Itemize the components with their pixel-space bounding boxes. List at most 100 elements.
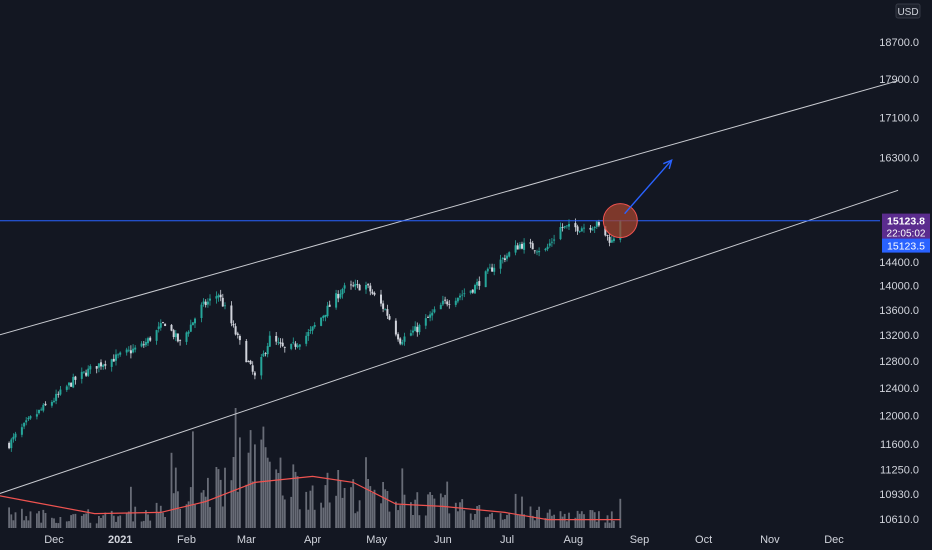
candle [322,314,325,322]
volume-bar [506,514,508,528]
candle [134,345,137,353]
volume-bar [439,493,442,528]
candle-body [202,301,205,304]
time-axis[interactable]: Dec 2021 Feb Mar Apr May Jun Jul Aug Sep Oct Nov Dec [44,534,844,546]
volume-bar [489,514,491,528]
candle [456,297,459,304]
candle [365,281,367,294]
candle [441,295,444,306]
candle [343,282,346,293]
candle-body [23,422,26,427]
volume-bar [574,517,577,528]
candle-body [176,333,179,342]
candle [57,391,60,398]
candle [409,329,412,337]
volume-bar [371,492,374,528]
price-tick-label: 12800.0 [879,356,919,368]
candle [454,297,457,308]
candle-body [115,354,117,361]
candle-body [283,347,286,348]
candle-body [95,366,98,369]
volume-bar [339,479,342,528]
volume-bar [429,492,431,528]
candle-body [194,318,196,324]
volume-bar [130,486,132,528]
candle [446,299,449,307]
candle-body [42,404,45,411]
candle [358,283,361,291]
price-tick-label: 11250.0 [880,465,919,477]
currency-badge[interactable]: USD [895,3,921,19]
price-tick-label: 14000.0 [879,281,919,293]
candle [87,365,90,377]
volume-bar [155,502,158,528]
volume-bar [546,512,549,528]
price-axis[interactable]: 10610.0 10930.0 11250.0 11600.0 12000.0 12400… [879,3,930,526]
time-tick-label: Sep [630,534,650,546]
candle-body [484,271,487,288]
upper-channel-line[interactable] [0,80,899,336]
volume-bar [21,508,23,528]
drawings[interactable] [0,80,899,494]
volume-bar [358,500,361,528]
lower-channel-line[interactable] [0,189,899,494]
circle-marker[interactable] [602,203,638,239]
volume-bar [311,485,314,528]
volume-bar [504,519,506,528]
candle [157,321,160,333]
candle [326,301,329,318]
candle-body [29,416,32,419]
volume-bar [613,520,615,528]
candle-body [127,349,130,351]
volume-bar [463,510,466,528]
volume-bar [57,523,60,528]
candle [521,241,523,250]
candle-body [296,345,299,348]
candle [12,433,15,443]
candle-body [262,353,265,357]
candle [55,389,58,405]
volume-bar [281,495,284,528]
time-tick-label: Dec [824,534,844,546]
candle-body [491,267,494,272]
candle-body [576,226,579,232]
candle-body [89,366,92,370]
candle-body [125,349,128,353]
volume-bar [356,511,359,528]
candle-body [82,371,85,373]
candle-body [488,267,491,269]
candle-body [268,335,271,347]
candle [85,369,88,377]
candle-body [536,251,538,253]
candle [194,317,196,328]
volume-bar [207,477,209,528]
candle-body [104,364,107,366]
arrow[interactable] [624,158,673,215]
candle-body [264,353,267,354]
candle-body [112,358,115,362]
candle [339,289,342,300]
volume-bar [305,491,308,528]
candle [461,290,464,301]
candle [97,363,100,373]
candle-body [350,284,352,286]
candle-body [294,343,297,347]
volume-bar [476,506,478,528]
candle [234,323,237,336]
candle [397,332,400,342]
candle [414,321,417,332]
candle-body [309,329,312,331]
volume-bar [471,519,474,528]
candle [508,251,511,258]
volume-bar [27,520,30,528]
candle-body [224,305,226,307]
volume-bar [189,487,192,528]
volume-bar [461,499,464,528]
candle-body [74,376,77,380]
candle-body [290,343,293,349]
volume-bar [523,514,525,528]
volume-bar [221,506,224,528]
volume-bar [292,464,295,528]
time-tick-label: Mar [237,534,256,546]
